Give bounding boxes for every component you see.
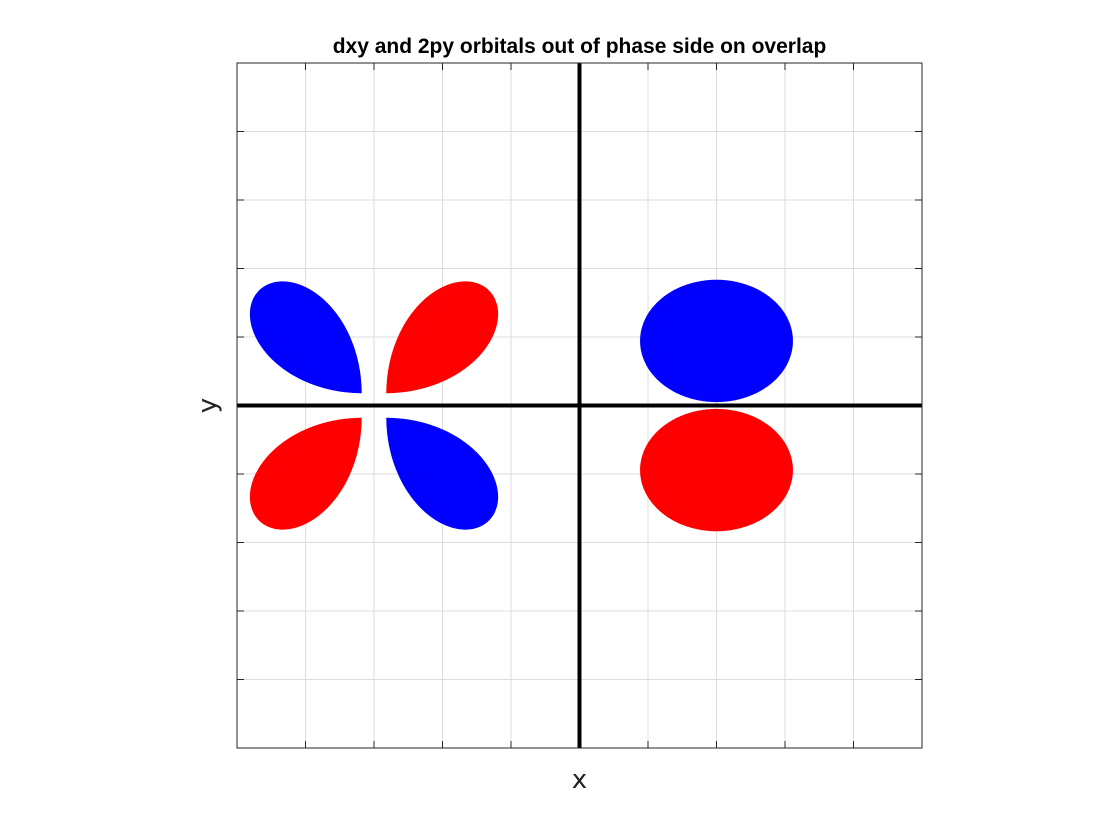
dxy-lobe-bottom-left-positive [249,417,362,530]
dxy-lobe-top-left-negative [249,281,362,394]
dxy-lobe-top-right-positive [386,281,499,394]
x-axis-label: x [572,765,587,795]
orbital-lobes [249,279,793,532]
chart-title: dxy and 2py orbitals out of phase side o… [333,35,827,58]
2py-lobe-top-negative [640,279,793,403]
zero-axes [237,63,922,748]
axes-box [236,62,923,749]
dxy-lobe-bottom-right-negative [386,417,499,530]
2py-lobe-bottom-positive [640,408,793,532]
y-axis-label: y [193,398,223,413]
